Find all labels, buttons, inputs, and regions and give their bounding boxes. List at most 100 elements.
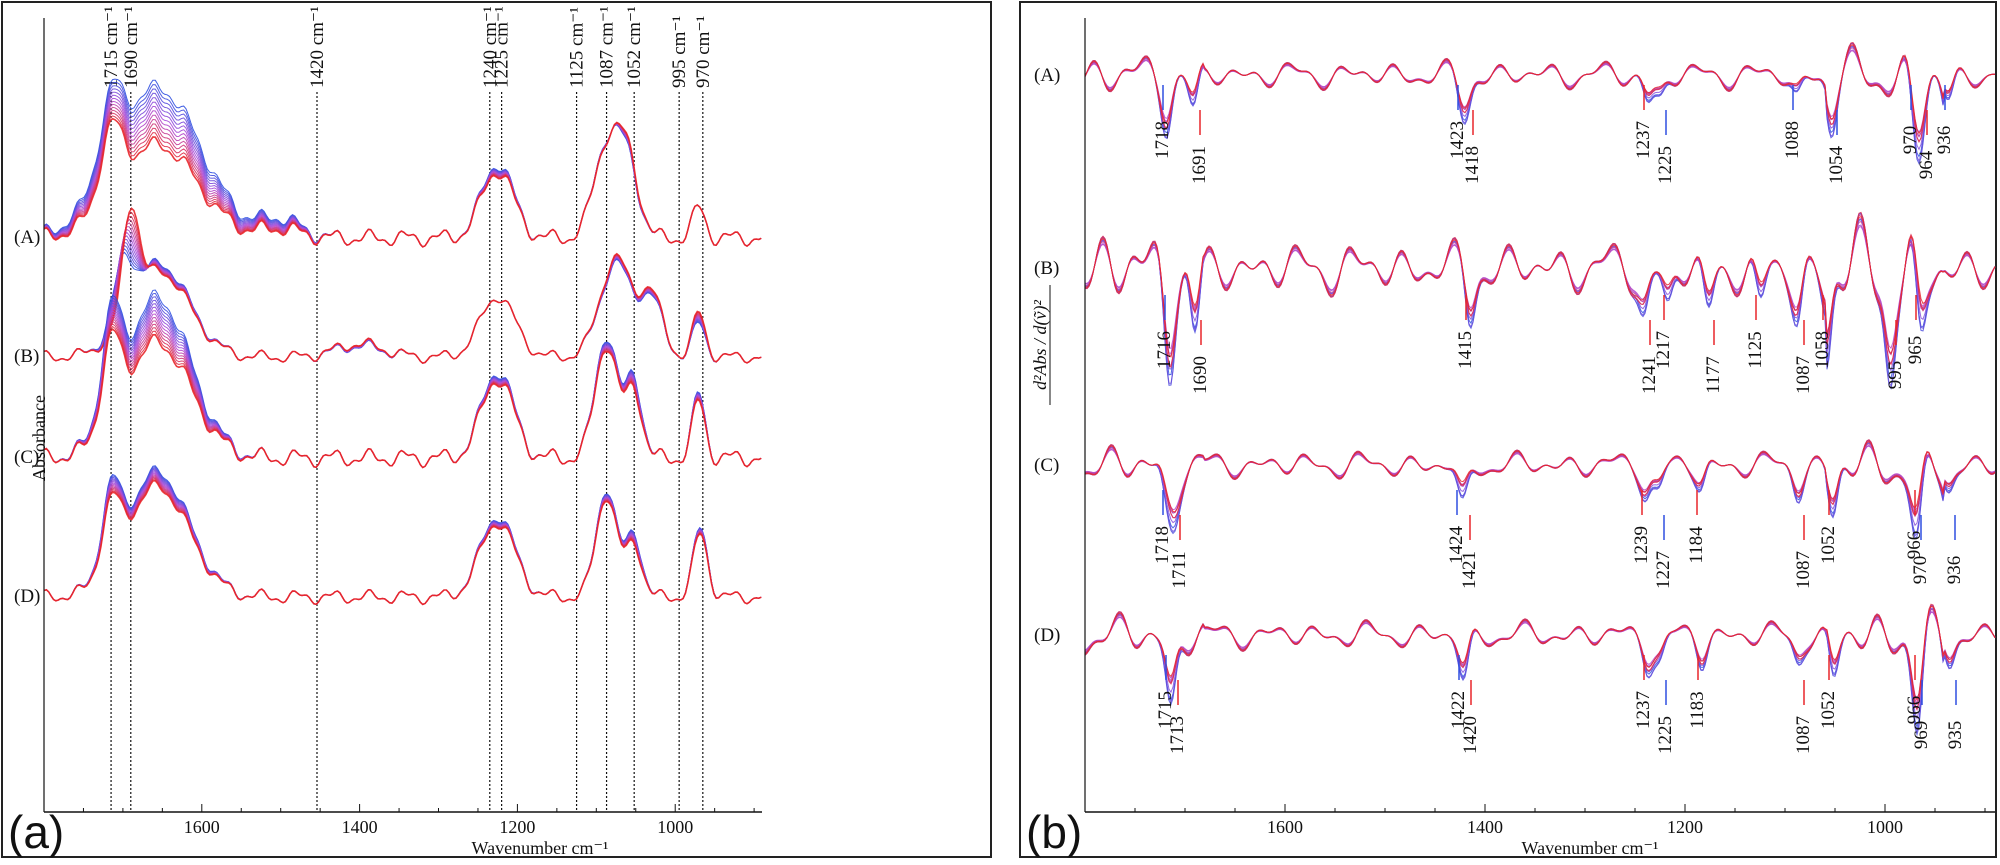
panel-b-annotation-label: 1715 bbox=[1155, 691, 1176, 729]
panel-a-series-label: (B) bbox=[14, 346, 39, 367]
panel-b-spectrum-line bbox=[1084, 605, 1996, 702]
panel-b-spectrum-line bbox=[1084, 44, 1996, 135]
panel-b-spectrum-line bbox=[1084, 226, 1996, 350]
panel-a-x-axis: 1600 1400 1200 1000 bbox=[43, 18, 762, 837]
panel-b-xlabel: Wavenumber cm⁻¹ bbox=[1522, 838, 1659, 858]
panel-b-annotation-label: 1718 bbox=[1152, 121, 1173, 159]
panel-b-spectrum-line bbox=[1084, 605, 1996, 712]
panel-a-spectrum-line bbox=[43, 479, 762, 605]
panel-a-spectrum-line bbox=[43, 296, 762, 469]
panel-a-spectrum-line bbox=[43, 466, 762, 605]
panel-b-annotation-label: 1087 bbox=[1793, 716, 1814, 754]
panel-a-letter: (a) bbox=[8, 806, 64, 858]
panel-b-letter: (b) bbox=[1026, 806, 1082, 858]
panel-b-annotation-label: 995 bbox=[1885, 361, 1906, 390]
panel-a-spectrum-line bbox=[43, 94, 762, 248]
panel-a-spectrum-line bbox=[43, 325, 762, 469]
panel-b-series-label: (B) bbox=[1034, 258, 1059, 279]
panel-a-spectrum-line bbox=[43, 211, 762, 364]
panel-a-reference-label: 970 cm⁻¹ bbox=[693, 16, 714, 88]
panel-b-tick-label: 1400 bbox=[1467, 817, 1503, 837]
panel-b-annotation-label: 966 bbox=[1904, 696, 1925, 725]
panel-a-spectrum-line bbox=[43, 465, 762, 605]
panel-a-spectrum-line bbox=[43, 472, 762, 605]
panel-b-annotation-label: 1177 bbox=[1703, 356, 1724, 393]
panel-b-annotation-label: 1690 bbox=[1190, 356, 1211, 394]
panel-b-spectrum-line bbox=[1084, 605, 1996, 737]
panel-b-annotation-label: 1718 bbox=[1152, 526, 1173, 564]
panel-a-spectrum-line bbox=[43, 320, 762, 469]
panel-a-tick-label: 1000 bbox=[657, 817, 693, 837]
panel-a-spectrum-line bbox=[43, 477, 762, 605]
panel-a-series-label: (D) bbox=[14, 586, 40, 607]
panel-b-series-2 bbox=[1084, 439, 1996, 540]
panel-a-spectrum-line bbox=[43, 251, 762, 364]
panel-b-annotation-label: 966 bbox=[1904, 531, 1925, 560]
panel-b-second-derivative-chart: (b) Wavenumber cm⁻¹ d²Abs / d(ṽ)² 1718 16… bbox=[1019, 1, 1997, 858]
panel-b-series-0 bbox=[1084, 42, 1996, 165]
panel-b-annotation-label: 1422 bbox=[1448, 691, 1469, 729]
panel-a-spectrum-line bbox=[43, 474, 762, 605]
panel-a-spectrum-line bbox=[43, 475, 762, 605]
panel-b-ylabel: d²Abs / d(ṽ)² bbox=[1030, 300, 1051, 390]
panel-b-tick-label: 1200 bbox=[1667, 817, 1703, 837]
panel-a-reference-label: 1420 cm⁻¹ bbox=[307, 6, 328, 88]
panel-a-series-label: (A) bbox=[14, 227, 40, 248]
panel-b-spectrum-line bbox=[1084, 50, 1996, 134]
panel-b-tick-label: 1600 bbox=[1267, 817, 1303, 837]
panel-a-spectrum-line bbox=[43, 467, 762, 605]
panel-a-spectrum-line bbox=[43, 238, 762, 364]
panel-a-spectrum-line bbox=[43, 100, 762, 248]
panel-b-annotation-label: 1227 bbox=[1653, 551, 1674, 589]
panel-a-absorbance-chart: (a) Wavenumber cm⁻¹ Absorbance 1715 cm⁻¹… bbox=[1, 1, 992, 858]
panel-b-series-label: (C) bbox=[1034, 455, 1059, 476]
panel-b-annotation-label: 1691 bbox=[1189, 146, 1210, 184]
panel-a-reference-label: 1240 cm⁻¹ bbox=[480, 6, 501, 88]
panel-b-annotation-label: 1241 bbox=[1639, 356, 1660, 394]
panel-b-annotation-label: 1239 bbox=[1631, 526, 1652, 564]
panel-a-series-labels: (A) (B) (C) (D) bbox=[14, 227, 40, 607]
panel-b-spectrum-line bbox=[1084, 215, 1996, 358]
panel-b-spectrum-line bbox=[1084, 604, 1996, 734]
panel-b-annotation-label: 1225 bbox=[1655, 146, 1676, 184]
panel-b-spectrum-line bbox=[1084, 46, 1996, 158]
panel-b-spectrum-line bbox=[1084, 439, 1996, 519]
panel-b-series-labels: (A) (B) (C) (D) bbox=[1034, 65, 1060, 646]
panel-a-spectrum-line bbox=[43, 117, 762, 248]
panel-b-spectrum-line bbox=[1084, 220, 1996, 357]
panel-b-spectrum-line bbox=[1084, 439, 1996, 540]
panel-b-spectrum-line bbox=[1084, 212, 1996, 390]
panel-b-annotation-label: 1237 bbox=[1633, 691, 1654, 729]
panel-a-tick-label: 1200 bbox=[499, 817, 535, 837]
panel-a-spectrum-line bbox=[43, 318, 762, 469]
panel-b-annotation-label: 936 bbox=[1934, 126, 1955, 155]
panel-b-spectrum-line bbox=[1084, 439, 1996, 537]
panel-b-annotation-label: 1183 bbox=[1687, 691, 1708, 728]
panel-b-annotation-label: 1052 bbox=[1818, 691, 1839, 729]
panel-b-annotation-label: 1184 bbox=[1686, 526, 1707, 564]
panel-b-annotation-label: 1225 bbox=[1655, 716, 1676, 754]
panel-b-spectrum-line bbox=[1084, 211, 1996, 368]
panel-a-spectrum-line bbox=[43, 468, 762, 605]
panel-a-reference-label: 1225 cm⁻¹ bbox=[492, 6, 513, 88]
panel-b-annotation-label: 965 bbox=[1905, 336, 1926, 365]
panel-a-spectrum-line bbox=[43, 207, 762, 364]
panel-a-ylabel: Absorbance bbox=[29, 395, 49, 481]
panel-a-spectrum-line bbox=[43, 303, 762, 469]
panel-a-spectra bbox=[43, 78, 762, 606]
panel-b-spectrum-line bbox=[1084, 218, 1996, 380]
panel-b-series-label: (A) bbox=[1034, 65, 1060, 86]
panel-b-annotation-label: 1054 bbox=[1826, 146, 1847, 185]
panel-a-reference-label: 995 cm⁻¹ bbox=[669, 16, 690, 88]
panel-b-annotation-label: 970 bbox=[1910, 556, 1931, 585]
panel-a-spectrum-line bbox=[43, 323, 762, 469]
panel-b-annotation-label: 970 bbox=[1900, 126, 1921, 155]
panel-a-spectrum-line bbox=[43, 328, 762, 469]
panel-b-annotation-label: 1087 bbox=[1793, 551, 1814, 589]
panel-b-spectrum-line bbox=[1084, 609, 1996, 705]
panel-a-reference-label: 1052 cm⁻¹ bbox=[624, 6, 645, 88]
panel-b-spectrum-line bbox=[1084, 49, 1996, 138]
panel-b-spectrum-line bbox=[1084, 611, 1996, 701]
panel-a-spectrum-line bbox=[43, 85, 762, 248]
